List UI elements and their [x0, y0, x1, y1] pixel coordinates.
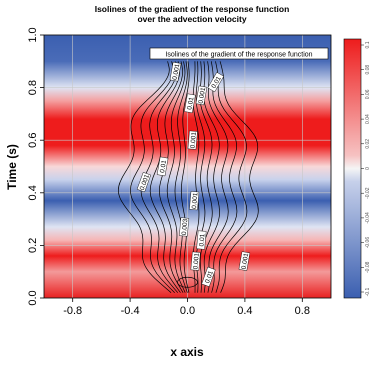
contour-line: [215, 61, 248, 293]
contour-label: 0.001: [169, 61, 182, 82]
contour-loop: [177, 276, 198, 288]
contour-label: 0.001: [187, 130, 198, 150]
contour-label-box: [179, 217, 190, 237]
contour-line: [166, 61, 186, 293]
colorbar: 0.1 0.08 0.06 0.04 0.02 0 -0.02 -0.04 -0.06 -0.08…: [343, 38, 371, 299]
colorbar-tick-label: -0.04: [365, 212, 371, 224]
legend-entry-text: Isolines of the gradient of the response…: [165, 52, 312, 59]
x-axis-title: x axis: [170, 345, 204, 359]
y-axis-title: Time (s): [5, 144, 19, 190]
contour-line: [180, 61, 190, 293]
colorbar-tick-label: -0.08: [365, 261, 371, 273]
contour-label: 0.003: [179, 217, 190, 237]
colorbar-tick-label: -0.06: [365, 237, 371, 249]
colorbar-tick-label: 0.08: [365, 65, 371, 75]
contour-label-text: 0.01: [159, 159, 168, 173]
contour-label: 0.01: [184, 93, 196, 114]
contour-label-box: [169, 61, 182, 82]
contour-label-box: [156, 156, 169, 177]
contour-line: [207, 61, 229, 293]
contour-label-text: 0.001: [198, 87, 208, 105]
contour-label-text: 0.001: [172, 63, 182, 81]
contour-label: 0.001: [190, 251, 201, 271]
contour-line: [174, 61, 188, 293]
contour-label-text: 0.001: [191, 192, 199, 209]
contour-label-box: [196, 230, 207, 250]
colorbar-tick-label: 0: [365, 167, 371, 170]
y-tick-label: 1.0: [27, 27, 39, 42]
contour-label-box: [201, 266, 216, 287]
contour-label-text: 0.001: [190, 131, 198, 148]
contour-label: 0.01: [196, 230, 207, 250]
legend-background: [149, 47, 329, 60]
x-axis: -0.8 -0.4 0.0 0.4 0.8: [63, 298, 310, 317]
contour-line: [149, 61, 181, 293]
y-tick-label: 0.4: [27, 185, 39, 200]
chart-subtitle: over the advection velocity: [137, 14, 246, 24]
contour-label-text: 0.01: [198, 233, 206, 247]
colorbar-strip: [343, 38, 362, 299]
contour-lines: [118, 61, 259, 293]
colorbar-tick-label: 0.04: [365, 114, 371, 124]
y-tick-label: 0.8: [27, 80, 39, 95]
y-tick-label: 0.2: [27, 238, 39, 253]
contour-label-text: 0.01: [204, 270, 215, 285]
contour-label-box: [207, 71, 225, 93]
contour-line: [210, 61, 238, 293]
y-tick-label: 0.6: [27, 133, 39, 148]
colorbar-ticks: 0.1 0.08 0.06 0.04 0.02 0 -0.02 -0.04 -0.06 -0.08…: [361, 41, 371, 296]
contour-line: [219, 61, 259, 293]
contour-label-box: [238, 251, 251, 271]
contour-label-box: [136, 172, 152, 193]
x-tick-label: 0.0: [180, 305, 195, 317]
contour-line: [159, 61, 184, 293]
contour-label-text: 0.001: [241, 252, 251, 270]
contour-label-text: 0.003: [181, 218, 189, 235]
contour-line: [203, 61, 220, 293]
x-tick-label: 0.8: [295, 305, 310, 317]
y-axis: 0.0 0.2 0.4 0.6 0.8 1.0: [27, 27, 44, 306]
colorbar-tick-label: 0.06: [365, 89, 371, 99]
contour-label: 0.001: [189, 191, 200, 211]
x-tick-label: -0.8: [63, 305, 82, 317]
colorbar-tick-label: 0.02: [365, 139, 371, 149]
contour-label-box: [190, 251, 201, 271]
contour-label: 0.01: [156, 156, 169, 177]
contour-label: 0.01: [201, 266, 216, 287]
contour-line: [130, 61, 175, 293]
colorbar-tick-label: 0.1: [365, 41, 371, 48]
contour-label-text: 0.01: [186, 96, 195, 110]
legend-box: Isolines of the gradient of the response…: [149, 47, 329, 60]
x-tick-label: 0.4: [237, 305, 252, 317]
contour-label-box: [195, 85, 208, 106]
contour-line: [118, 61, 172, 293]
chart-title: Isolines of the gradient of the response…: [95, 4, 290, 14]
colorbar-tick-label: -0.02: [365, 187, 371, 199]
contour-label-box: [189, 191, 200, 211]
contour-label: 0.001: [195, 85, 208, 106]
colorbar-tick-label: -0.1: [365, 287, 371, 296]
contour-label-text: 0.001: [192, 252, 200, 269]
contour-label-box: [184, 93, 196, 114]
contour-label-box: [187, 130, 198, 150]
y-tick-label: 0.0: [27, 290, 39, 305]
x-tick-label: -0.4: [121, 305, 140, 317]
contour-label: 0.001: [238, 251, 251, 271]
